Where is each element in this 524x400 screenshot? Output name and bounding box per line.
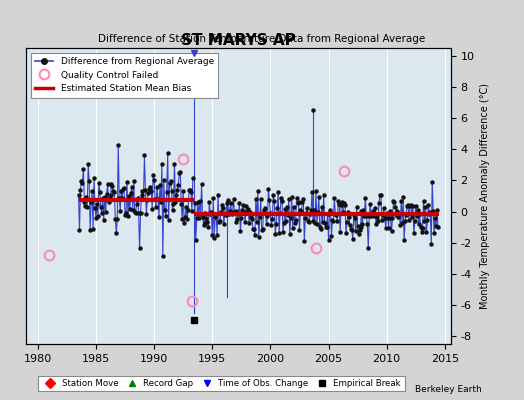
Legend: Station Move, Record Gap, Time of Obs. Change, Empirical Break: Station Move, Record Gap, Time of Obs. C…	[38, 376, 405, 392]
Y-axis label: Monthly Temperature Anomaly Difference (°C): Monthly Temperature Anomaly Difference (…	[480, 83, 490, 309]
Text: Difference of Station Temperature Data from Regional Average: Difference of Station Temperature Data f…	[99, 34, 425, 44]
Text: Berkeley Earth: Berkeley Earth	[416, 385, 482, 394]
Title: ST MARYS AP: ST MARYS AP	[181, 33, 296, 48]
